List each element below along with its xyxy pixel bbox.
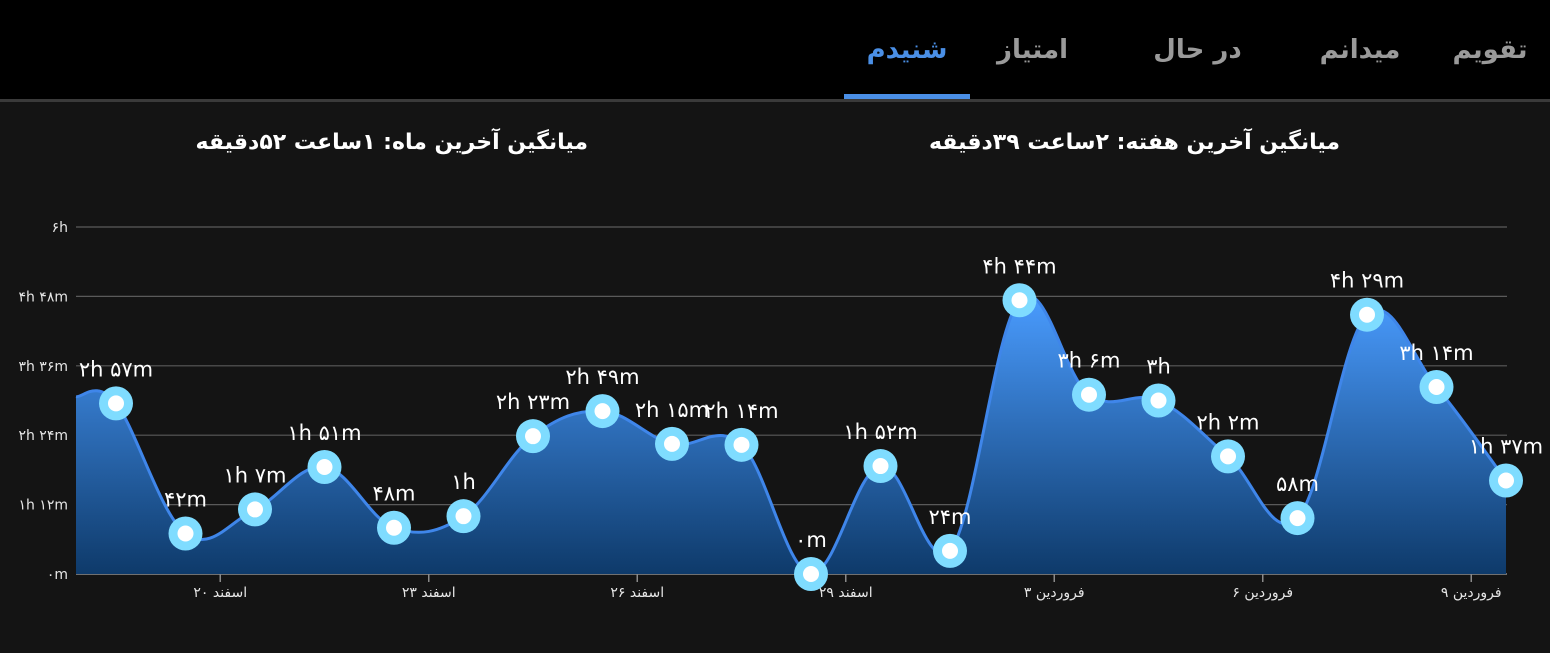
data-label: ۴۲m — [164, 488, 207, 512]
data-point — [516, 419, 550, 454]
data-label: ۴h ۴۴m — [982, 254, 1056, 278]
data-point-dot — [386, 519, 402, 536]
data-point — [933, 533, 967, 568]
data-label: ۱h ۵۲m — [843, 420, 917, 444]
y-tick-label: ۱h ۱۲m — [18, 498, 68, 514]
data-label: ۲h ۲m — [1197, 410, 1260, 434]
data-point — [1419, 370, 1454, 405]
y-axis-ticks: ۰m ۱h ۱۲m ۲h ۲۴m ۳h ۳۶m ۴h ۴۸m ۶h — [18, 220, 68, 583]
data-point-dot — [455, 508, 472, 525]
data-label: ۰m — [795, 528, 827, 552]
data-point — [863, 449, 898, 484]
y-tick-label: ۰m — [47, 567, 68, 583]
data-point-dot — [733, 436, 750, 453]
data-point-dot — [525, 428, 541, 445]
x-tick-label: ۳ فروردین — [1024, 585, 1085, 601]
data-point-dot — [1011, 292, 1028, 309]
data-point — [585, 394, 620, 429]
y-tick-label: ۳h ۳۶m — [18, 359, 68, 375]
data-label: ۵۸m — [1276, 472, 1319, 496]
data-label: ۳h ۱۴m — [1399, 341, 1473, 365]
data-label: ۴h ۲۹m — [1330, 269, 1404, 293]
data-point — [1350, 297, 1384, 332]
data-point-dot — [1428, 379, 1445, 396]
data-point — [446, 499, 481, 534]
data-point-dot — [664, 435, 680, 452]
data-point — [1211, 439, 1245, 474]
x-tick-label: ۲۹ اسفند — [819, 585, 873, 601]
x-axis-ticks: ۲۰ اسفند ۲۳ اسفند ۲۶ اسفند ۲۹ اسفند ۳ فروردی… — [193, 574, 1502, 601]
tab-heard[interactable]: شنیدم — [866, 35, 948, 65]
data-point — [1280, 501, 1315, 536]
data-point — [99, 386, 133, 421]
data-point-dot — [594, 403, 611, 420]
data-label: ۲h ۱۴m — [704, 399, 778, 423]
area-fill — [76, 295, 1506, 574]
weekly-average: میانگین آخرین هفته: ۲ساعت ۳۹دقیقه — [928, 130, 1340, 155]
data-point — [724, 427, 759, 462]
y-tick-label: ۲h ۲۴m — [18, 428, 68, 444]
data-point — [307, 450, 342, 485]
data-point-dot — [1220, 448, 1236, 465]
data-point-dot — [803, 566, 819, 582]
data-point-dot — [1150, 392, 1167, 409]
monthly-average: میانگین آخرین ماه: ۱ساعت ۵۲دقیقه — [195, 130, 588, 155]
data-point — [238, 492, 272, 527]
data-point — [377, 510, 411, 545]
data-label: ۱h ۷m — [224, 463, 287, 487]
active-tab-indicator — [844, 94, 970, 99]
data-label: ۲h ۱۵m — [635, 398, 709, 422]
tab-known[interactable]: میدانم — [1319, 35, 1401, 65]
data-point — [1141, 383, 1176, 418]
data-point-dot — [108, 395, 124, 412]
data-point-dot — [177, 525, 194, 542]
y-tick-label: ۴h ۴۸m — [18, 289, 68, 305]
tab-divider — [0, 99, 1550, 102]
data-label: ۳h ۶m — [1058, 349, 1121, 373]
data-point — [168, 516, 203, 551]
data-point-dot — [1359, 306, 1375, 323]
data-point-dot — [1289, 510, 1306, 527]
data-point — [655, 426, 689, 461]
data-points — [99, 283, 1523, 591]
data-label: ۲h ۲۳m — [496, 390, 570, 414]
data-point — [1002, 283, 1037, 318]
data-label: ۴۸m — [372, 482, 415, 506]
data-point — [794, 557, 828, 591]
data-label: ۱h ۳۷m — [1469, 435, 1543, 459]
data-point-dot — [1498, 472, 1514, 489]
data-label: ۱h — [451, 470, 476, 494]
data-label: ۲h ۵۷m — [79, 357, 153, 381]
x-tick-label: ۲۰ اسفند — [193, 585, 247, 601]
data-point-dot — [316, 459, 333, 476]
data-label: ۱h ۵۱m — [287, 421, 361, 445]
tab-score[interactable]: امتیاز — [997, 35, 1068, 65]
tab-calendar[interactable]: تقویم — [1452, 35, 1528, 65]
x-tick-label: ۹ فروردین — [1441, 585, 1502, 601]
data-point-dot — [872, 458, 889, 475]
data-point — [1072, 377, 1106, 412]
data-label: ۲۴m — [928, 505, 971, 529]
data-label: ۲h ۴۹m — [565, 365, 639, 389]
x-tick-label: ۲۳ اسفند — [402, 585, 456, 601]
data-point-dot — [1081, 386, 1097, 403]
y-tick-label: ۶h — [52, 220, 68, 236]
data-point — [1489, 463, 1523, 498]
x-tick-label: ۲۶ اسفند — [610, 585, 664, 601]
x-tick-label: ۶ فروردین — [1232, 585, 1293, 601]
data-point-dot — [247, 501, 263, 518]
data-label: ۳h — [1146, 355, 1171, 379]
data-point-dot — [942, 542, 958, 559]
